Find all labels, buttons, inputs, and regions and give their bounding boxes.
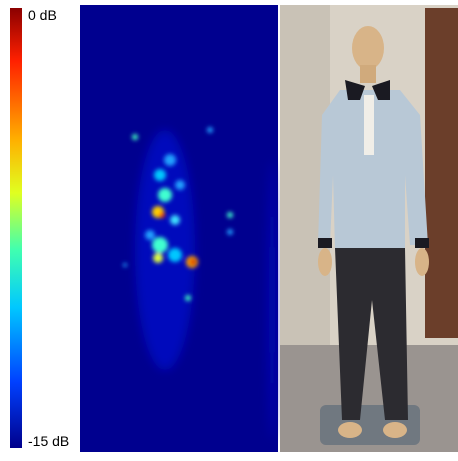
colorbar-bottom-label: -15 dB bbox=[28, 433, 69, 449]
radar-image bbox=[80, 5, 278, 452]
colorbar bbox=[10, 8, 22, 448]
photo bbox=[280, 5, 458, 452]
colorbar-top-label: 0 dB bbox=[28, 7, 57, 23]
